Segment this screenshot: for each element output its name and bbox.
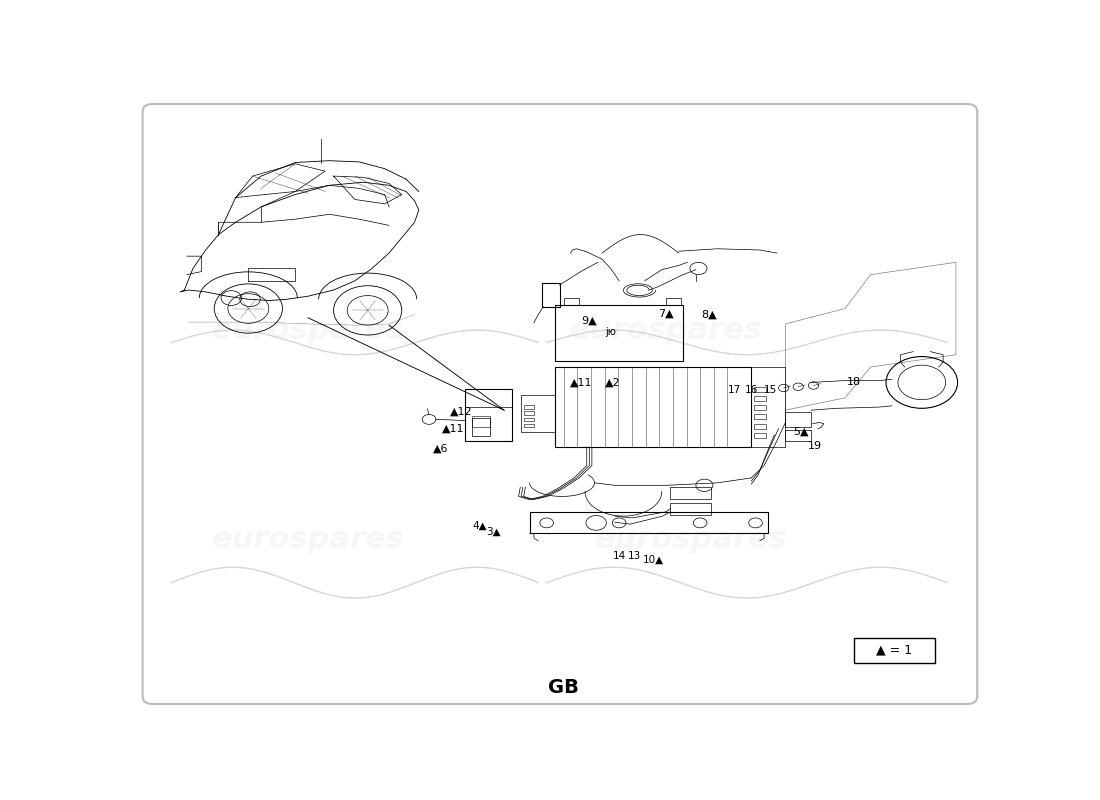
Text: 13: 13 [628, 551, 641, 561]
Bar [530, 512, 769, 534]
Bar [556, 306, 683, 361]
Text: eurospares: eurospares [211, 525, 405, 554]
Text: 14: 14 [613, 551, 626, 561]
Bar [670, 487, 712, 499]
Text: 19: 19 [808, 441, 823, 451]
Text: 15: 15 [763, 385, 777, 395]
Bar [524, 411, 534, 415]
Bar [754, 414, 766, 419]
Text: 4▲: 4▲ [473, 520, 487, 530]
Bar [754, 386, 766, 392]
Bar [670, 502, 712, 515]
Bar [785, 412, 811, 427]
Text: eurospares: eurospares [595, 525, 788, 554]
Text: ▲11: ▲11 [442, 424, 464, 434]
Bar [524, 406, 534, 409]
Bar [751, 367, 785, 447]
Text: ▲2: ▲2 [605, 378, 620, 387]
Text: 8▲: 8▲ [701, 310, 716, 320]
Bar [472, 416, 491, 427]
Bar [556, 367, 751, 447]
Text: GB: GB [548, 678, 580, 697]
Bar [785, 430, 811, 441]
Text: 9▲: 9▲ [582, 316, 597, 326]
Bar [563, 298, 579, 306]
Text: eurospares: eurospares [211, 315, 405, 345]
Text: 3▲: 3▲ [486, 527, 502, 537]
Text: 17: 17 [727, 385, 741, 395]
Text: 16: 16 [745, 385, 758, 395]
Bar [854, 638, 935, 662]
Text: 18: 18 [847, 378, 860, 387]
Bar [666, 298, 681, 306]
Text: 10▲: 10▲ [642, 555, 663, 565]
Bar [465, 389, 512, 441]
Bar [754, 424, 766, 429]
Bar [541, 283, 560, 306]
Bar [754, 396, 766, 401]
Text: ▲12: ▲12 [450, 406, 473, 416]
Bar [754, 406, 766, 410]
Text: ▲ = 1: ▲ = 1 [877, 644, 913, 657]
Text: ▲6: ▲6 [433, 443, 449, 454]
Text: 7▲: 7▲ [658, 309, 674, 318]
FancyBboxPatch shape [143, 104, 977, 704]
Bar [524, 424, 534, 427]
Bar [521, 394, 556, 432]
Text: eurospares: eurospares [570, 315, 762, 345]
Text: 5▲: 5▲ [793, 426, 808, 437]
Text: jю: jю [605, 327, 616, 337]
Bar [524, 418, 534, 422]
Bar [472, 418, 491, 436]
Text: ▲11: ▲11 [570, 378, 592, 387]
Bar [754, 433, 766, 438]
